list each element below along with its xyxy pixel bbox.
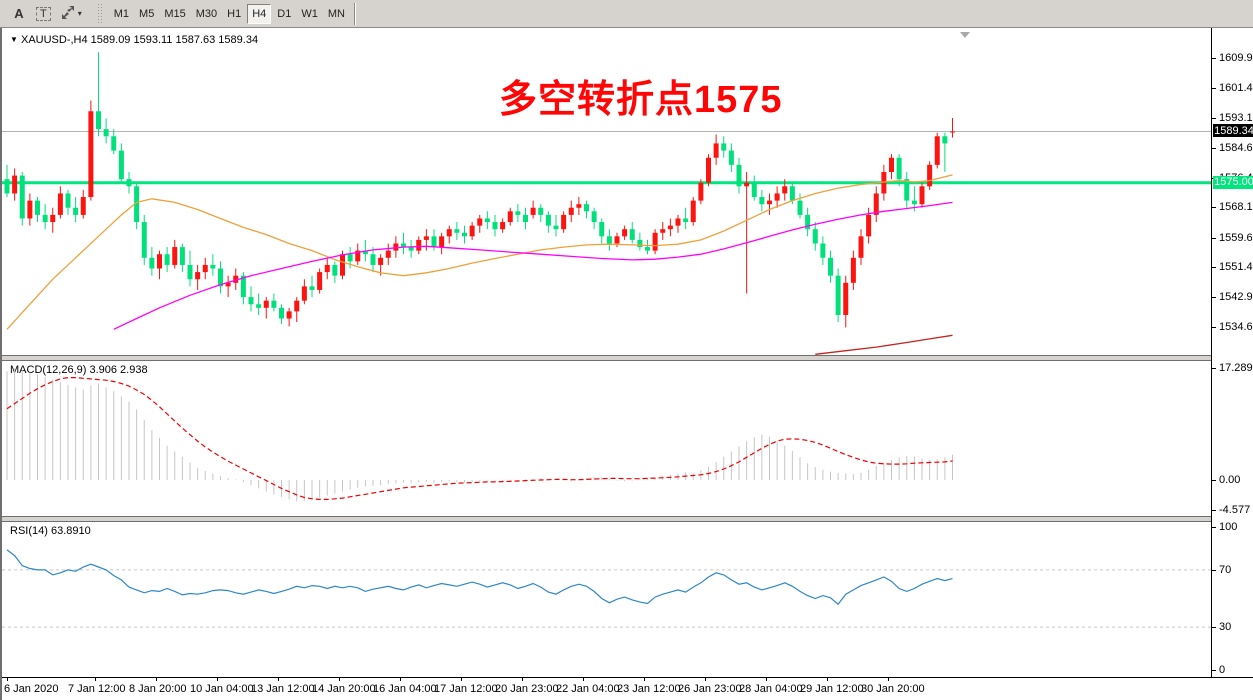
timeframe-button-w1[interactable]: W1 [301, 7, 318, 20]
time-axis-label: 7 Jan 12:00 [68, 683, 126, 695]
axis-tick [1212, 58, 1216, 59]
axis-tick [1212, 88, 1216, 90]
macd-header: MACD(12,26,9) 3.906 2.938 [10, 364, 148, 376]
pane-splitter-1[interactable] [2, 355, 1253, 361]
macd-axis-label: -4.577 [1219, 503, 1251, 516]
time-axis-tick [644, 678, 645, 681]
time-axis-label: 20 Jan 23:00 [495, 683, 559, 695]
macd-axis-label: 17.289 [1219, 362, 1253, 374]
axis-tick [1212, 368, 1216, 369]
time-axis-label: 8 Jan 20:00 [129, 683, 187, 695]
rsi-header: RSI(14) 63.8910 [10, 525, 91, 537]
text-box-tool-button[interactable]: T [32, 4, 55, 24]
chevron-down-icon: ▾ [77, 9, 82, 18]
timeframe-button-m15[interactable]: M15 [164, 7, 186, 20]
axis-tick [1212, 117, 1216, 119]
timeframe-button-h1[interactable]: H1 [227, 7, 242, 20]
toolbar-drag-handle[interactable] [96, 3, 103, 24]
time-axis-label: 6 Jan 2020 [4, 683, 59, 695]
timeframe-button-m30[interactable]: M30 [195, 7, 218, 20]
pane-splitter-2[interactable] [2, 516, 1253, 522]
chart-window: ▼ XAUUSD-,H4 1589.09 1593.11 1587.63 158… [0, 28, 1253, 700]
price-axis-label: 1568.15 [1219, 201, 1253, 214]
axis-tick [1212, 267, 1216, 269]
text-box-icon: T [36, 6, 51, 21]
time-axis-label: 14 Jan 20:00 [312, 683, 376, 695]
price-axis-label: 1609.90 [1219, 52, 1253, 64]
time-axis-label: 28 Jan 04:00 [739, 683, 803, 695]
timeframe-button-d1[interactable]: D1 [277, 7, 292, 20]
price-axis-label: 1559.65 [1219, 231, 1253, 244]
time-axis-tick [95, 678, 96, 681]
time-axis-tick [278, 678, 279, 681]
symbol-ohlc-header: ▼ XAUUSD-,H4 1589.09 1593.11 1587.63 158… [10, 34, 259, 46]
time-axis[interactable]: 6 Jan 2020 7 Jan 12:00 8 Jan 20:00 10 Jan 0… [2, 677, 1253, 700]
time-axis-label: 23 Jan 12:00 [617, 683, 681, 695]
shift-marker-icon [960, 32, 970, 38]
rsi-axis-label: 0 [1219, 664, 1226, 676]
macd-pane[interactable] [2, 361, 1211, 516]
price-axis-label: 1534.65 [1219, 320, 1253, 333]
timeframe-button-m1[interactable]: M1 [113, 7, 130, 20]
axis-tick [1212, 297, 1216, 299]
time-axis-label: 30 Jan 20:00 [861, 683, 925, 695]
price-axis-label: 1593.15 [1219, 111, 1253, 124]
time-axis-tick [888, 678, 889, 681]
main-price-pane[interactable] [2, 28, 1211, 356]
collapse-icon[interactable]: ▼ [10, 35, 18, 44]
axis-tick [1212, 627, 1216, 629]
axis-tick [1212, 480, 1216, 481]
timeframe-button-group: M1 M5 M15 M30 H1 H4 D1 W1 MN [109, 3, 350, 24]
rsi-axis-label: 70 [1219, 563, 1232, 576]
price-axis-label: 1551.40 [1219, 261, 1253, 274]
time-axis-tick [400, 678, 401, 681]
rsi-axis-label: 100 [1219, 521, 1238, 533]
time-axis-tick [583, 678, 584, 681]
timeframe-button-h4[interactable]: H4 [247, 3, 272, 24]
toolbar-separator [353, 2, 356, 25]
timeframe-button-mn[interactable]: MN [327, 7, 345, 20]
time-axis-tick [705, 678, 706, 681]
time-axis-label: 10 Jan 04:00 [190, 683, 254, 695]
arrows-tool-button[interactable]: ▾ [57, 4, 86, 24]
toolbar: A T ▾ M1 M5 M15 M30 H1 H4 D1 W1 MN [0, 0, 1253, 28]
axis-tick [1212, 527, 1216, 528]
macd-axis-label: 0.00 [1219, 474, 1241, 486]
time-axis-tick [766, 678, 767, 681]
text-label-tool-button[interactable]: A [14, 6, 24, 21]
time-axis-tick [217, 678, 218, 681]
time-axis-label: 26 Jan 23:00 [678, 683, 742, 695]
time-axis-label: 22 Jan 04:00 [556, 683, 620, 695]
time-axis-label: 16 Jan 04:00 [373, 683, 437, 695]
time-axis-label: 29 Jan 12:00 [800, 683, 864, 695]
time-axis-label: 17 Jan 12:00 [434, 683, 498, 695]
level-price-tag: 1575.00 [1213, 175, 1253, 189]
time-axis-tick [827, 678, 828, 681]
time-axis-tick [7, 678, 8, 681]
chart-annotation-text[interactable]: 多空转折点1575 [499, 79, 783, 121]
price-axis-label: 1584.65 [1219, 142, 1253, 155]
axis-tick [1212, 670, 1216, 671]
axis-tick [1212, 326, 1216, 328]
rsi-axis-label: 30 [1219, 621, 1232, 634]
axis-tick [1212, 148, 1216, 150]
timeframe-button-m5[interactable]: M5 [139, 7, 155, 20]
axis-tick [1212, 569, 1216, 571]
axis-tick [1212, 207, 1216, 209]
bid-price-tag: 1589.34 [1213, 124, 1253, 138]
price-axis[interactable]: 1609.901601.401593.151584.651576.401568.… [1211, 28, 1253, 677]
time-axis-tick [339, 678, 340, 681]
price-axis-label: 1542.90 [1219, 291, 1253, 304]
time-axis-tick [522, 678, 523, 681]
price-axis-label: 1601.40 [1219, 82, 1253, 95]
axis-tick [1212, 237, 1216, 239]
time-axis-label: 13 Jan 12:00 [251, 683, 315, 695]
arrows-icon [61, 5, 75, 22]
time-axis-tick [461, 678, 462, 681]
axis-tick [1212, 509, 1216, 511]
time-axis-tick [156, 678, 157, 681]
rsi-pane[interactable] [2, 522, 1211, 677]
